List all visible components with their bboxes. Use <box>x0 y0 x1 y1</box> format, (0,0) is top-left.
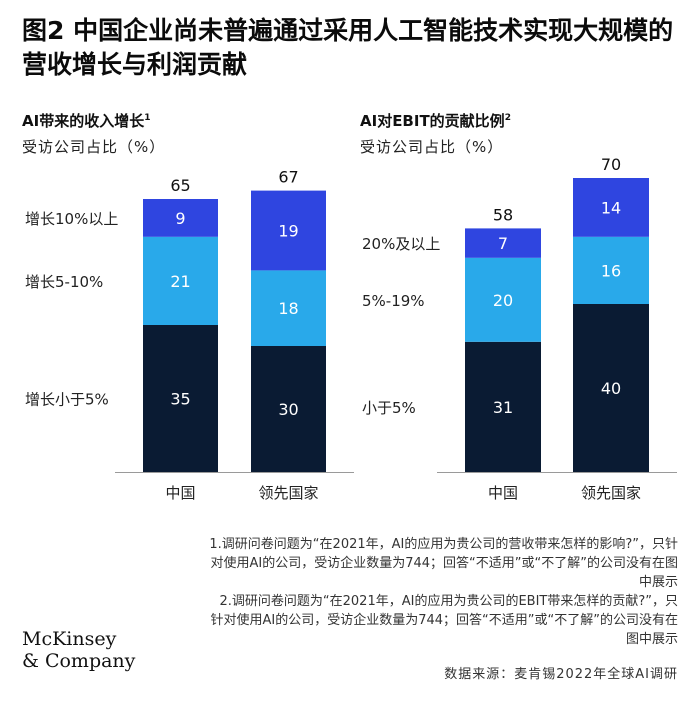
footnotes: 1.调研问卷问题为“在2021年，AI的应用为贵公司的营收带来怎样的影响?”，只… <box>208 535 678 649</box>
footnote-2: 2.调研问卷问题为“在2021年，AI的应用为贵公司的EBIT带来怎样的贡献?”… <box>210 594 678 647</box>
data-label-2-2-2: 16 <box>601 261 621 280</box>
data-label-2-1-1: 31 <box>493 398 513 417</box>
page-title: 图2 中国企业尚未普遍通过采用人工智能技术实现大规模的营收增长与利润贡献 <box>22 16 674 79</box>
bar-segment-1-1-3 <box>143 199 218 237</box>
bar-segment-1-1-1 <box>143 325 218 472</box>
data-label-1-1-2: 21 <box>170 272 190 291</box>
bar-segment-1-1-2 <box>143 236 218 325</box>
data-label-2-1-2: 20 <box>493 291 513 310</box>
chart-1-title: AI带来的收入增长1 <box>22 112 151 130</box>
data-label-1-2-3: 19 <box>278 222 298 241</box>
bar-segment-1-2-1 <box>251 346 326 472</box>
mckinsey-logo: McKinsey & Company <box>22 628 136 672</box>
legend-label-1-1: 增长小于5% <box>25 391 109 409</box>
chart-2-subtitle: 受访公司占比（%） <box>360 138 504 156</box>
bar-segment-2-2-2 <box>573 236 649 304</box>
source-note: 数据来源：麦肯锡2022年全球AI调研 <box>444 667 678 682</box>
bar-segment-1-2-2 <box>251 270 326 346</box>
bar-segment-2-2-1 <box>573 304 649 472</box>
bar-segment-2-1-2 <box>465 257 541 342</box>
bar-segment-2-2-3 <box>573 178 649 237</box>
legend-label-1-2: 增长5-10% <box>25 273 103 291</box>
bar-segment-2-1-1 <box>465 341 541 472</box>
chart-2-title: AI对EBIT的贡献比例2 <box>360 112 511 130</box>
category-label-1-2: 领先国家 <box>258 484 318 502</box>
data-label-1-2-1: 30 <box>278 400 298 419</box>
chart-1-subtitle: 受访公司占比（%） <box>22 138 166 156</box>
legend-label-2-3: 20%及以上 <box>362 235 440 253</box>
total-label-1-1: 65 <box>170 176 190 195</box>
data-label-1-1-3: 9 <box>175 209 185 228</box>
total-label-1-2: 67 <box>278 168 298 187</box>
category-label-1-1: 中国 <box>165 484 195 502</box>
legend-label-2-2: 5%-19% <box>362 292 425 310</box>
bar-segment-1-2-3 <box>251 190 326 271</box>
data-label-2-2-3: 14 <box>601 198 621 217</box>
footnote-1: 1.调研问卷问题为“在2021年，AI的应用为贵公司的营收带来怎样的影响?”，只… <box>209 537 678 590</box>
category-label-2-2: 领先国家 <box>581 484 641 502</box>
data-label-1-1-1: 35 <box>170 390 190 409</box>
category-label-2-1: 中国 <box>488 484 518 502</box>
legend-label-1-3: 增长10%以上 <box>25 210 118 228</box>
data-label-2-2-1: 40 <box>601 379 621 398</box>
total-label-2-1: 58 <box>493 205 513 224</box>
bar-segment-2-1-3 <box>465 228 541 258</box>
total-label-2-2: 70 <box>601 155 621 174</box>
legend-label-2-1: 小于5% <box>362 399 416 417</box>
data-label-1-2-2: 18 <box>278 299 298 318</box>
data-label-2-1-3: 7 <box>498 234 508 253</box>
